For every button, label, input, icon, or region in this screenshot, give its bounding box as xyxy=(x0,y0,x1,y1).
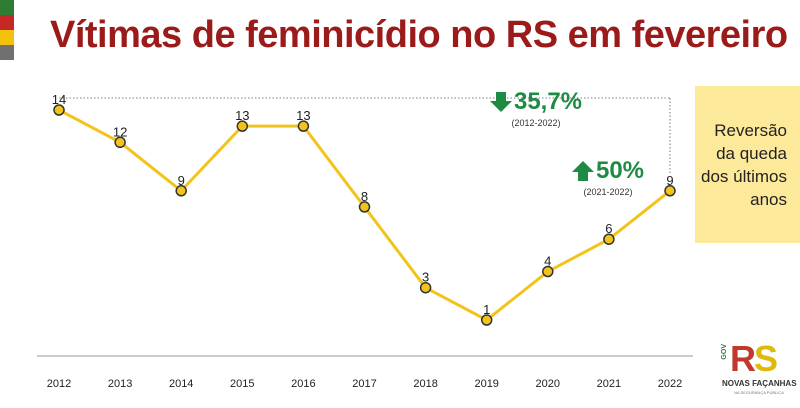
x-tick-2018: 2018 xyxy=(413,378,437,390)
callout-box: Reversão da queda dos últimos anos xyxy=(695,86,800,243)
logo-rs: RS xyxy=(730,338,778,379)
series-line xyxy=(58,108,671,322)
data-point-2017 xyxy=(358,201,371,213)
flag-stripe-gray xyxy=(0,45,14,60)
data-label-2012: 14 xyxy=(52,92,66,107)
logo-s: S xyxy=(754,338,778,379)
data-point-2012 xyxy=(53,104,65,116)
data-label-2015: 13 xyxy=(235,108,249,123)
data-label-2020: 4 xyxy=(544,254,551,269)
data-label-2019: 1 xyxy=(483,302,490,317)
rs-logo: GOV RS NOVAS FAÇANHAS NA SEGURANÇA PÚBLI… xyxy=(718,338,797,406)
stat-decrease-period: (2012-2022) xyxy=(511,118,561,128)
x-tick-2019: 2019 xyxy=(474,378,498,390)
data-label-2014: 9 xyxy=(178,173,185,188)
stat-decrease-value: 35,7% xyxy=(513,88,583,115)
arrow-down-icon xyxy=(489,92,512,112)
x-tick-2013: 2013 xyxy=(108,378,132,390)
x-tick-2022: 2022 xyxy=(658,378,682,390)
arrow-up-icon xyxy=(571,161,594,181)
logo-subtitle: NA SEGURANÇA PÚBLICA xyxy=(734,390,784,395)
data-label-2022: 9 xyxy=(666,173,673,188)
x-tick-2016: 2016 xyxy=(291,378,315,390)
data-label-2021: 6 xyxy=(605,221,612,236)
data-label-2016: 13 xyxy=(296,108,310,123)
page-title: Vítimas de feminicídio no RS em fevereir… xyxy=(50,14,788,56)
stat-increase-period: (2021-2022) xyxy=(583,187,633,197)
data-point-2015 xyxy=(236,120,249,132)
logo-name: NOVAS FAÇANHAS xyxy=(722,379,797,388)
flag-stripe-red xyxy=(0,15,14,30)
callout-text: Reversão da queda dos últimos anos xyxy=(701,120,787,209)
logo-r: R xyxy=(730,338,756,379)
x-tick-labels: 2012 2013 2014 2015 2016 2017 2018 2019 2020 2021… xyxy=(47,378,682,390)
data-label-2017: 8 xyxy=(361,189,368,204)
x-tick-2015: 2015 xyxy=(230,378,254,390)
flag-stripe-yellow xyxy=(0,30,14,45)
series-points xyxy=(53,104,676,326)
stat-increase: 50% (2021-2022) xyxy=(563,157,653,197)
flag-stripe-green xyxy=(0,0,14,15)
x-tick-2021: 2021 xyxy=(597,378,621,390)
x-tick-2014: 2014 xyxy=(169,378,193,390)
x-tick-2012: 2012 xyxy=(47,378,71,390)
data-point-2022 xyxy=(664,185,676,197)
data-point-2021 xyxy=(603,233,615,245)
data-point-2019 xyxy=(480,314,493,326)
data-point-2014 xyxy=(175,185,187,197)
stat-increase-value: 50% xyxy=(595,157,645,184)
logo-gov-label: GOV xyxy=(721,344,728,360)
data-label-2018: 3 xyxy=(422,270,429,285)
x-tick-2017: 2017 xyxy=(352,378,376,390)
stat-decrease: 35,7% (2012-2022) xyxy=(484,88,588,128)
data-point-2016 xyxy=(297,120,310,132)
flag-stripes xyxy=(0,0,14,60)
data-point-2018 xyxy=(419,281,432,294)
data-point-2013 xyxy=(114,136,126,149)
data-point-2020 xyxy=(542,265,554,278)
data-label-2013: 12 xyxy=(113,124,127,139)
x-tick-2020: 2020 xyxy=(536,378,560,390)
